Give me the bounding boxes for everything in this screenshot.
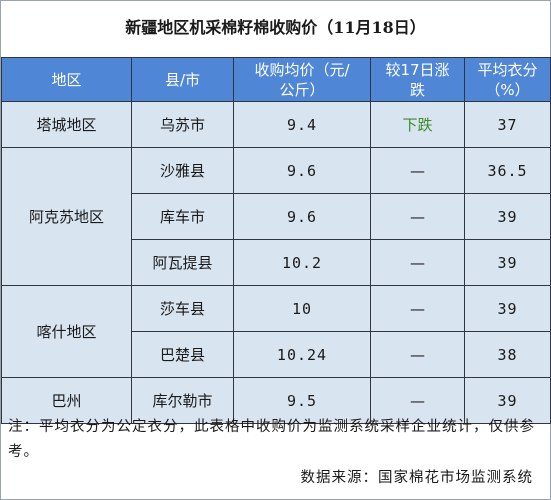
region-cell: 阿克苏地区: [1, 147, 132, 286]
data-source: 数据来源：国家棉花市场监测系统: [300, 470, 533, 486]
county-cell: 阿瓦提县: [131, 239, 234, 286]
header-change: 较17日涨跌: [370, 57, 465, 102]
price-cell: 10: [233, 285, 371, 332]
price-cell: 9.5: [233, 377, 371, 424]
table-row: 巴楚县 10.24 — 38: [2, 331, 551, 378]
change-cell: —: [370, 331, 465, 378]
county-cell: 库尔勒市: [131, 377, 234, 424]
table-row: 巴州 库尔勒市 9.5 — 39: [1, 377, 551, 424]
lint-cell: 38: [464, 331, 551, 378]
county-cell: 库车市: [131, 193, 234, 240]
page-title: 新疆地区机采棉籽棉收购价（11月18日）: [125, 18, 426, 37]
county-cell: 乌苏市: [131, 101, 234, 148]
price-cell: 10.2: [233, 239, 371, 286]
lint-cell: 39: [464, 377, 551, 424]
table-row: 塔城地区 乌苏市 9.4 下跌 37: [1, 101, 551, 148]
price-cell: 9.4: [233, 101, 371, 148]
change-cell: —: [370, 285, 465, 332]
table-header-row: 地区 县/市 收购均价（元/公斤） 较17日涨跌 平均衣分 （%）: [1, 57, 551, 102]
footnote: 注：平均衣分为公定衣分，此表格中收购价为监测系统采样企业统计，仅供参考。: [8, 419, 535, 460]
price-cell: 10.24: [233, 331, 371, 378]
region-cell: 喀什地区: [1, 285, 132, 378]
lint-cell: 39: [464, 239, 551, 286]
price-cell: 9.6: [233, 147, 371, 194]
county-cell: 莎车县: [131, 285, 234, 332]
lint-cell: 39: [464, 285, 551, 332]
lint-cell: 39: [464, 193, 551, 240]
change-cell: —: [370, 377, 465, 424]
price-cell: 9.6: [233, 193, 371, 240]
table-row: 喀什地区 莎车县 10 — 39: [1, 285, 551, 378]
header-county: 县/市: [131, 57, 234, 102]
region-cell: 巴州: [1, 377, 132, 424]
change-cell: —: [370, 193, 465, 240]
table-row: 阿瓦提县 10.2 — 39: [2, 239, 551, 286]
region-cell: 塔城地区: [1, 101, 132, 148]
lint-cell: 36.5: [464, 147, 551, 194]
lint-cell: 37: [464, 101, 551, 148]
table-row: 阿克苏地区 沙雅县 9.6 — 36.5: [1, 147, 551, 286]
change-cell: 下跌: [370, 101, 465, 148]
price-table: 地区 县/市 收购均价（元/公斤） 较17日涨跌 平均衣分 （%） 塔城地区 乌苏…: [1, 57, 551, 424]
county-cell: 巴楚县: [131, 331, 234, 378]
header-lint: 平均衣分 （%）: [464, 57, 551, 102]
county-cell: 沙雅县: [131, 147, 234, 194]
change-cell: —: [370, 239, 465, 286]
header-region: 地区: [1, 57, 132, 102]
change-cell: —: [370, 147, 465, 194]
header-price: 收购均价（元/公斤）: [233, 57, 371, 102]
